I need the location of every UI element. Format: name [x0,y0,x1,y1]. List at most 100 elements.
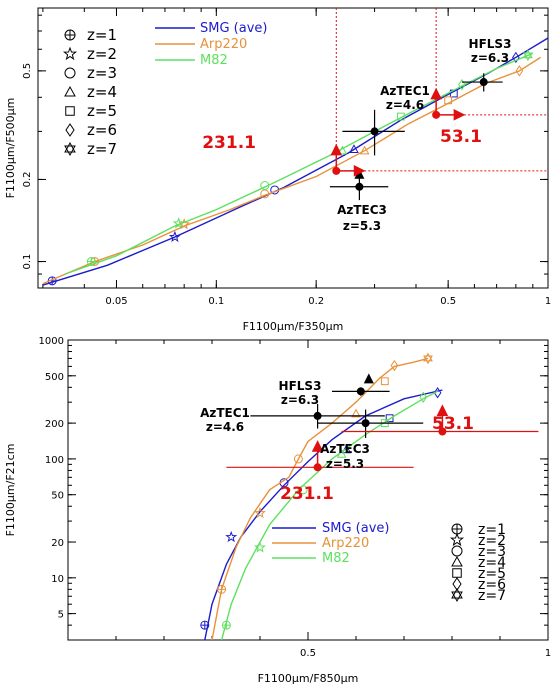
marker-triangle [337,145,348,155]
series-marker [221,620,231,630]
series-marker [385,414,394,423]
point-label: 53.1 [440,127,482,147]
y-tick-label: 500 [45,372,64,383]
legend-marker [451,587,463,603]
marker-circle [293,454,303,464]
arrow-head [453,109,466,121]
marker-star [225,530,238,543]
point-sublabel: z=4.6 [386,98,424,112]
series-marker [380,377,389,386]
point-label: 231.1 [202,133,256,153]
data-point-aztec3 [329,168,389,201]
marker-diamond [390,359,399,372]
legend-label: z=2 [87,45,117,63]
legend-label: z=5 [87,102,117,120]
legend-label: Arp220 [322,536,369,551]
y-tick-label: 0.1 [22,254,33,270]
series-line-smg-ave- [204,389,443,640]
y-axis-label: F1100μm/F21cm [4,444,17,537]
marker-star [172,217,185,229]
series-marker [260,181,270,191]
series-marker [200,620,210,630]
marker-diamond [433,387,442,399]
marker-triangle [351,408,361,418]
legend-marker [452,568,462,578]
marker-square [380,377,389,386]
marker-triangle [349,144,359,153]
series-marker [444,96,453,105]
legend-marker [65,106,75,116]
series-marker [337,145,348,155]
legend-label: z=7 [87,140,117,158]
legend-marker [451,545,463,557]
series-marker [298,485,308,495]
data-point-dot [313,463,322,472]
x-tick-label: 1 [545,296,551,307]
series-marker [523,49,533,62]
y-tick-label: 50 [51,491,64,502]
legend-label: M82 [322,551,350,566]
marker-star [449,532,465,547]
y-tick-label: 20 [51,538,64,549]
series-marker [396,112,405,121]
marker-diamond [65,123,75,137]
y-tick-label: 1000 [39,336,64,347]
plot-area [200,352,443,640]
marker-hex-b [523,52,533,62]
legend-label: z=6 [87,121,117,139]
series-line-m82 [64,52,534,275]
series-marker [172,217,185,229]
marker-hex-a [64,141,76,153]
x-tick-label: 0.2 [308,296,324,307]
legend-label: z=3 [87,64,117,82]
series-marker [390,359,399,372]
panel-top: 0.05 0.1 0.2 0.5 1 0.1 0.2 0.5 F1100μm/F350μm F11… [4,7,551,333]
marker-star [62,46,78,61]
plot-area [42,37,548,286]
marker-circle [64,67,76,79]
point-sublabel: z=6.3 [281,393,319,407]
point-sublabel: z=4.6 [206,420,244,434]
series-marker [293,454,303,464]
legend-marker [451,523,463,535]
legend-label: z=2 [478,533,506,549]
marker-square [452,568,462,578]
point-label: AzTEC3 [337,203,387,217]
data-point-231-1 [226,440,414,472]
point-label: AzTEC1 [380,84,430,98]
marker-star [253,541,267,553]
legend-label: z=4 [87,83,117,101]
legend-label: z=3 [478,544,506,560]
data-point-dot [438,427,447,436]
series-marker [217,584,227,594]
point-label: HFLS3 [469,37,512,51]
legend-marker [64,29,76,41]
legend-label: z=1 [87,26,117,44]
x-tick-label: 0.5 [440,296,456,307]
data-point-aztec3 [317,409,424,438]
y-tick-label: 5 [58,610,64,621]
series-marker [86,257,96,267]
series-marker [423,352,433,365]
marker-square [65,106,75,116]
legend-label: SMG (ave) [200,21,267,36]
y-tick-label: 200 [45,419,64,430]
series-line-m82 [220,390,438,640]
y-tick-label: 0.5 [22,63,33,79]
legend-label: z=5 [478,566,506,582]
plot-frame [37,7,549,289]
marker-diamond [515,65,524,77]
point-sublabel: z=5.3 [326,457,364,471]
marker-diamond [419,391,428,403]
arrow-head [311,440,324,452]
data-point-dot [313,411,322,420]
data-point-dot [370,127,379,136]
series-marker [253,506,267,519]
data-point-dot [355,182,364,191]
x-axis-label: F1100μm/F850μm [258,672,359,685]
y-tick-label: 0.2 [22,171,33,187]
data-point-aztec1 [342,109,405,156]
data-point-dot [479,78,488,87]
x-tick-label: 0.05 [105,296,127,307]
